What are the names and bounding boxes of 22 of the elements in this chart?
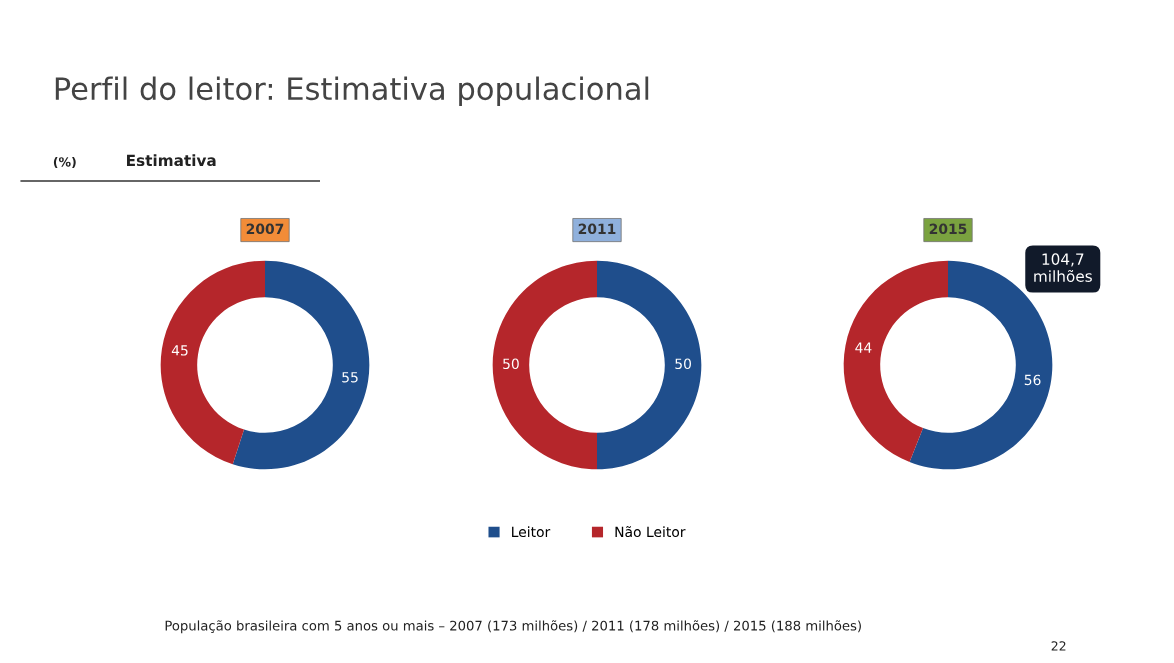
donut-slice: [492, 260, 597, 470]
data-label: 50: [675, 358, 691, 370]
text: 104,7 milhões: [1034, 253, 1092, 282]
text: Perfil do leitor: Estimativa populacional: [55, 76, 649, 107]
donut-slice: [843, 260, 948, 463]
text: (%): [53, 156, 76, 169]
legend-label: Não Leitor: [615, 526, 686, 538]
data-label: 55: [342, 372, 358, 383]
text: Estimativa: [127, 154, 216, 167]
text: 22: [1051, 641, 1066, 651]
chart-title: 2015: [929, 223, 967, 235]
text: População brasileira com 5 anos ou mais – 2007 (173 milhões) / 2011 (178 milhões) / 2015 (188 milhões): [165, 620, 861, 634]
data-label: 44: [855, 342, 872, 353]
donut-slice: [232, 260, 370, 470]
donut-slice: [597, 260, 702, 470]
data-label: 50: [503, 358, 519, 370]
data-label: 45: [171, 345, 188, 356]
chart-title: 2007: [246, 223, 284, 235]
donut-slice: [160, 260, 265, 465]
chart-title: 2011: [578, 223, 616, 235]
data-label: 56: [1024, 374, 1041, 386]
legend-label: Leitor: [512, 526, 551, 538]
